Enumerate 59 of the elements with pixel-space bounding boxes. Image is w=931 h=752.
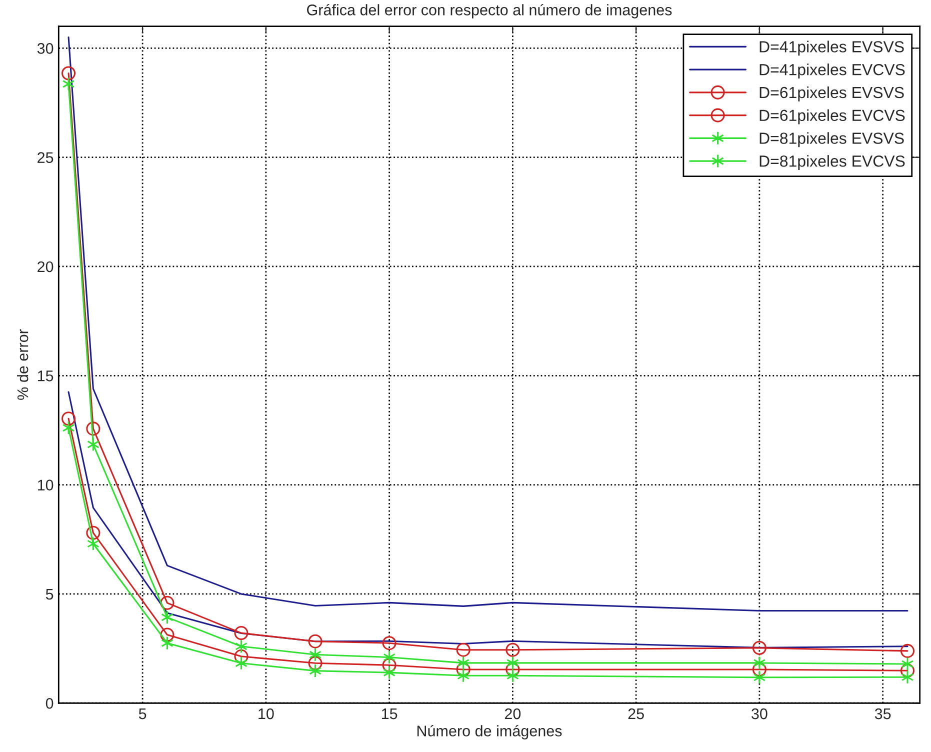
point: [506, 656, 519, 670]
point: [752, 662, 766, 677]
y-tick-label: 30: [37, 43, 54, 54]
point: [456, 642, 470, 657]
x-tick-label: 5: [138, 708, 146, 720]
point: [309, 648, 322, 662]
legend-label: D=61pixeles EVSVS: [760, 86, 904, 102]
legend-label: D=41pixeles EVCVS: [760, 64, 905, 78]
point: [457, 656, 470, 670]
y-tick-label: 5: [46, 588, 54, 600]
point: [235, 656, 248, 670]
point: [160, 596, 174, 610]
x-tick-label: 20: [504, 708, 521, 720]
point: [457, 668, 470, 683]
point: [382, 658, 396, 672]
point: [308, 656, 322, 670]
y-tick-label: 0: [46, 698, 54, 709]
point: [506, 642, 520, 657]
point: [309, 664, 322, 678]
chart-title: Gráfica del error con respecto al número de imagenes: [307, 4, 672, 18]
point: [87, 536, 100, 551]
x-tick-label: 30: [752, 708, 768, 720]
point: [86, 526, 100, 540]
point: [62, 412, 76, 426]
y-tick-label: 20: [38, 261, 54, 272]
point: [901, 657, 914, 672]
y-axis-title: % de error: [17, 329, 28, 400]
legend-label: D=61pixeles EVCVS: [760, 109, 905, 124]
x-tick-label: 25: [628, 708, 644, 720]
point: [900, 644, 915, 658]
point: [160, 628, 174, 642]
point: [62, 76, 75, 91]
x-tick-label: 35: [874, 708, 891, 720]
legend-label: D=81pixeles EVSVS: [760, 132, 904, 148]
y-tick-label: 10: [38, 480, 54, 490]
y-tick-label: 25: [38, 152, 54, 163]
point: [901, 670, 914, 684]
point: [161, 610, 174, 624]
point: [383, 666, 396, 680]
y-tick-label: 15: [38, 370, 54, 382]
x-tick-label: 15: [382, 708, 398, 720]
point: [753, 656, 766, 670]
point: [506, 668, 519, 683]
point: [86, 422, 100, 436]
point: [753, 670, 766, 684]
point: [87, 437, 100, 452]
point: [161, 636, 174, 650]
x-tick-label: 10: [258, 708, 274, 720]
x-axis-title: Número de imágenes: [417, 725, 562, 740]
point: [234, 626, 248, 640]
point: [383, 650, 396, 664]
point: [235, 639, 248, 654]
legend-label: D=41pixeles EVSVS: [760, 40, 904, 56]
point: [752, 640, 766, 655]
point: [382, 636, 396, 650]
point: [62, 420, 75, 435]
point: [308, 634, 322, 648]
legend-label: D=81pixeles EVCVS: [760, 155, 905, 170]
point: [62, 66, 76, 80]
